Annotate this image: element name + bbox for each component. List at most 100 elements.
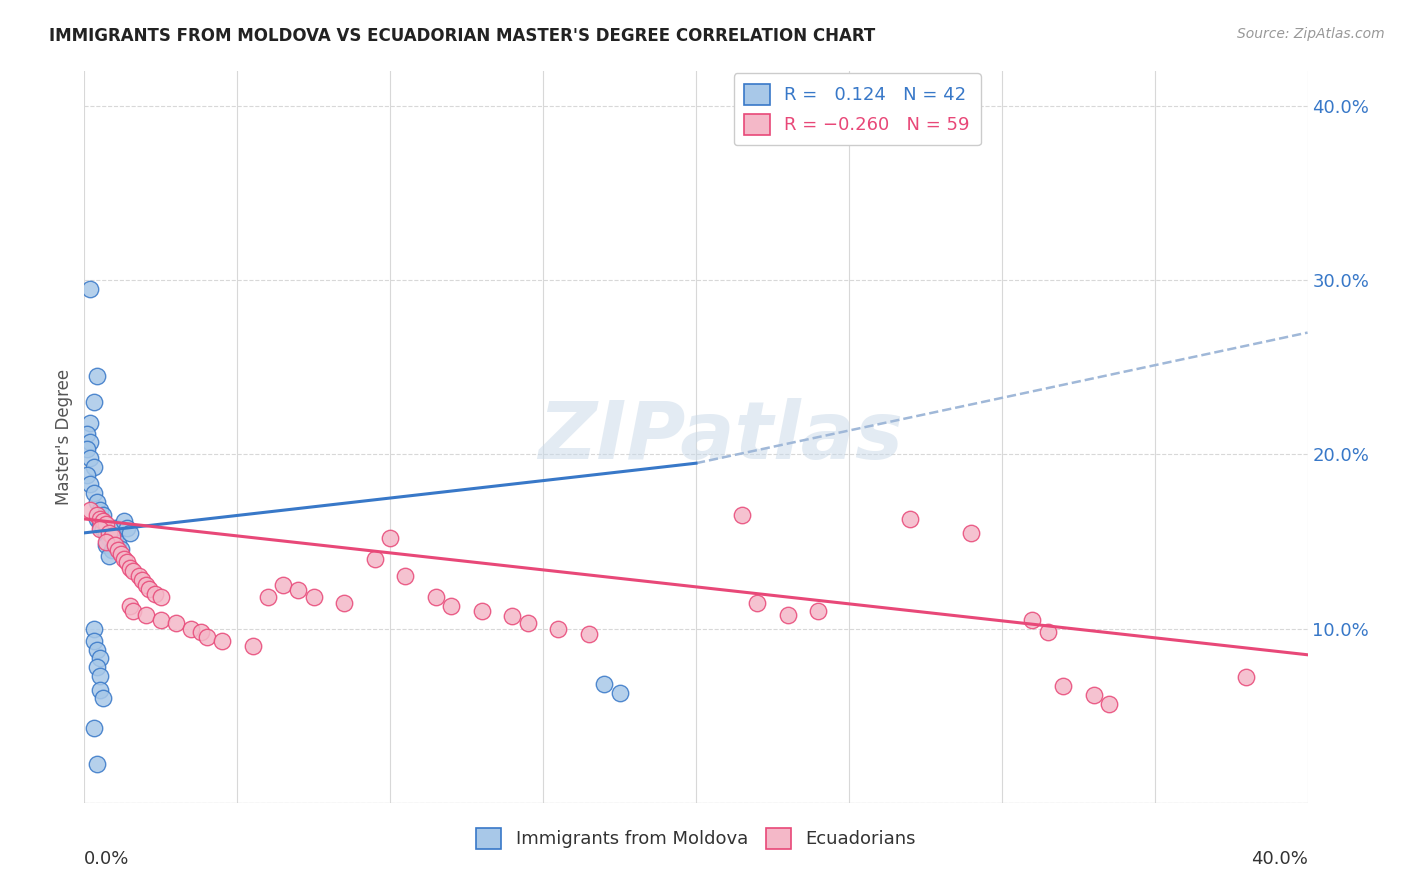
Text: 0.0%: 0.0%	[84, 850, 129, 868]
Point	[79, 477, 101, 491]
Point	[115, 521, 138, 535]
Point	[83, 721, 105, 735]
Point	[94, 517, 117, 532]
Point	[101, 543, 124, 558]
Point	[89, 651, 111, 665]
Point	[138, 582, 160, 596]
Point	[1021, 613, 1043, 627]
Point	[86, 369, 108, 384]
Point	[516, 616, 538, 631]
Point	[120, 525, 142, 540]
Point	[94, 538, 117, 552]
Point	[1236, 670, 1258, 684]
Point	[440, 599, 463, 613]
Point	[89, 522, 111, 536]
Point	[97, 549, 120, 563]
Point	[76, 442, 98, 457]
Point	[1052, 679, 1074, 693]
Point	[83, 622, 105, 636]
Point	[165, 616, 187, 631]
Point	[97, 525, 120, 540]
Point	[135, 578, 157, 592]
Point	[149, 591, 172, 605]
Point	[593, 677, 616, 691]
Point	[149, 613, 172, 627]
Point	[89, 517, 111, 532]
Point	[86, 642, 108, 657]
Point	[425, 591, 447, 605]
Point	[257, 591, 280, 605]
Point	[83, 395, 105, 409]
Point	[107, 543, 129, 558]
Point	[104, 521, 127, 535]
Point	[86, 757, 108, 772]
Text: IMMIGRANTS FROM MOLDOVA VS ECUADORIAN MASTER'S DEGREE CORRELATION CHART: IMMIGRANTS FROM MOLDOVA VS ECUADORIAN MA…	[49, 27, 876, 45]
Point	[89, 503, 111, 517]
Point	[86, 494, 108, 508]
Point	[91, 522, 114, 536]
Point	[79, 416, 101, 430]
Point	[76, 426, 98, 441]
Point	[1098, 697, 1121, 711]
Point	[89, 668, 111, 682]
Point	[107, 536, 129, 550]
Point	[104, 529, 127, 543]
Point	[79, 435, 101, 450]
Point	[112, 552, 135, 566]
Point	[86, 660, 108, 674]
Point	[110, 547, 132, 561]
Point	[79, 282, 101, 296]
Point	[547, 622, 569, 636]
Point	[180, 622, 202, 636]
Legend: Immigrants from Moldova, Ecuadorians: Immigrants from Moldova, Ecuadorians	[468, 821, 924, 856]
Point	[120, 560, 142, 574]
Point	[471, 604, 494, 618]
Point	[86, 508, 108, 523]
Point	[302, 591, 325, 605]
Point	[960, 525, 983, 540]
Point	[101, 529, 124, 543]
Point	[97, 531, 120, 545]
Point	[333, 595, 356, 609]
Point	[578, 627, 600, 641]
Point	[776, 607, 799, 622]
Text: 40.0%: 40.0%	[1251, 850, 1308, 868]
Point	[287, 583, 309, 598]
Point	[807, 604, 830, 618]
Point	[747, 595, 769, 609]
Point	[731, 508, 754, 523]
Point	[122, 604, 145, 618]
Point	[609, 686, 631, 700]
Point	[271, 578, 294, 592]
Point	[122, 564, 145, 578]
Point	[91, 508, 114, 523]
Point	[91, 514, 114, 528]
Point	[242, 639, 264, 653]
Point	[76, 468, 98, 483]
Point	[898, 512, 921, 526]
Point	[86, 512, 108, 526]
Point	[135, 607, 157, 622]
Point	[83, 633, 105, 648]
Point	[104, 538, 127, 552]
Point	[94, 525, 117, 540]
Y-axis label: Master's Degree: Master's Degree	[55, 369, 73, 505]
Point	[120, 599, 142, 613]
Point	[131, 573, 153, 587]
Point	[394, 569, 416, 583]
Point	[380, 531, 402, 545]
Text: ZIPatlas: ZIPatlas	[538, 398, 903, 476]
Point	[79, 503, 101, 517]
Point	[83, 485, 105, 500]
Point	[211, 633, 233, 648]
Text: Source: ZipAtlas.com: Source: ZipAtlas.com	[1237, 27, 1385, 41]
Point	[128, 569, 150, 583]
Point	[195, 631, 218, 645]
Point	[94, 534, 117, 549]
Point	[89, 512, 111, 526]
Point	[79, 450, 101, 465]
Point	[112, 514, 135, 528]
Point	[143, 587, 166, 601]
Point	[364, 552, 387, 566]
Point	[502, 609, 524, 624]
